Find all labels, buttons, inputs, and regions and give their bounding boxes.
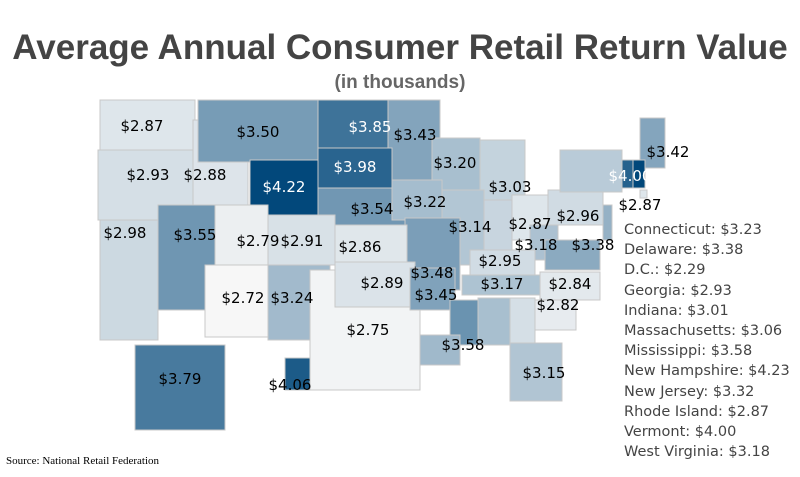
state-ok bbox=[334, 261, 416, 308]
state-label-ne: $3.54 bbox=[351, 200, 394, 218]
state-label-nd: $3.85 bbox=[349, 118, 392, 136]
state-label-ky: $2.95 bbox=[479, 252, 522, 270]
state-label-wi: $3.20 bbox=[434, 154, 477, 172]
list-item: D.C.: $2.29 bbox=[624, 262, 706, 279]
state-label-id: $2.88 bbox=[184, 166, 227, 184]
state-va bbox=[544, 239, 601, 271]
state-ia bbox=[391, 179, 443, 221]
state-ar bbox=[409, 267, 456, 311]
state-label-ms: $3.58 bbox=[442, 336, 485, 354]
state-label-co: $2.91 bbox=[281, 232, 324, 250]
state-label-sd: $3.98 bbox=[334, 158, 377, 176]
map-subtitle: (in thousands) bbox=[334, 72, 466, 93]
state-sd bbox=[317, 147, 393, 189]
state-wa bbox=[99, 99, 196, 151]
state-label-ak: $3.79 bbox=[159, 370, 202, 388]
map-title: Average Annual Consumer Retail Return Va… bbox=[12, 28, 788, 67]
state-la bbox=[419, 334, 461, 366]
state-label-wv: $3.18 bbox=[515, 236, 558, 254]
state-label-tn: $3.17 bbox=[481, 275, 524, 293]
state-label-ia: $3.22 bbox=[404, 193, 447, 211]
list-item: Rhode Island: $2.87 bbox=[624, 403, 770, 420]
list-item: West Virginia: $3.18 bbox=[624, 444, 770, 461]
list-item: Vermont: $4.00 bbox=[624, 424, 737, 441]
small-states-list: Connecticut: $3.23 Delaware: $3.38 D.C.:… bbox=[624, 220, 790, 462]
state-label-wa: $2.87 bbox=[121, 117, 164, 135]
list-item: Delaware: $3.38 bbox=[624, 242, 744, 259]
state-label-tx: $2.75 bbox=[347, 321, 390, 339]
state-label-az: $2.72 bbox=[222, 289, 265, 307]
state-label-il: $3.14 bbox=[449, 218, 492, 236]
state-label-sc: $2.82 bbox=[537, 296, 580, 314]
state-nh bbox=[632, 159, 646, 189]
state-al bbox=[477, 297, 511, 346]
state-nj bbox=[602, 204, 613, 241]
state-ut bbox=[214, 204, 269, 266]
state-label-mn: $3.43 bbox=[394, 126, 437, 144]
state-in bbox=[483, 199, 513, 251]
list-item: Georgia: $2.93 bbox=[624, 282, 732, 299]
state-label-ri: $2.87 bbox=[619, 196, 662, 214]
state-label-nm: $3.24 bbox=[271, 289, 314, 307]
state-pa bbox=[547, 189, 604, 226]
list-item: New Hampshire: $4.23 bbox=[624, 363, 790, 380]
state-hi bbox=[284, 357, 311, 391]
list-item: Indiana: $3.01 bbox=[624, 302, 729, 319]
source-note: Source: National Retail Federation bbox=[6, 455, 160, 467]
list-item: New Jersey: $3.32 bbox=[624, 383, 755, 400]
state-label-me: $3.42 bbox=[647, 143, 690, 161]
state-ga bbox=[509, 297, 536, 344]
state-label-vt: $4.00 bbox=[609, 167, 652, 185]
state-label-ar: $3.45 bbox=[415, 286, 458, 304]
state-label-mi: $3.03 bbox=[489, 178, 532, 196]
state-co bbox=[267, 214, 336, 266]
state-label-oh: $2.87 bbox=[509, 215, 552, 233]
state-ks bbox=[334, 224, 408, 264]
state-ky bbox=[469, 249, 536, 276]
state-ca bbox=[99, 219, 159, 341]
list-item: Massachusetts: $3.06 bbox=[624, 323, 783, 340]
state-label-hi: $4.06 bbox=[269, 376, 312, 394]
state-sc bbox=[527, 299, 577, 331]
list-item: Mississippi: $3.58 bbox=[624, 343, 753, 360]
state-label-wy: $4.22 bbox=[263, 178, 306, 196]
state-label-fl: $3.15 bbox=[523, 364, 566, 382]
state-ny bbox=[559, 149, 623, 193]
state-label-ok: $2.89 bbox=[361, 274, 404, 292]
state-ak bbox=[134, 344, 226, 431]
state-label-mo: $3.48 bbox=[411, 264, 454, 282]
state-label-ca: $2.98 bbox=[104, 224, 147, 242]
state-label-mt: $3.50 bbox=[237, 123, 280, 141]
state-label-va: $3.38 bbox=[572, 236, 615, 254]
state-label-or: $2.93 bbox=[127, 166, 170, 184]
state-label-ks: $2.86 bbox=[339, 238, 382, 256]
state-label-ut: $2.79 bbox=[237, 232, 280, 250]
state-label-pa: $2.96 bbox=[557, 207, 600, 225]
state-label-nc: $2.84 bbox=[549, 275, 592, 293]
state-ri bbox=[639, 189, 648, 199]
state-az bbox=[204, 264, 269, 338]
state-fl bbox=[509, 342, 563, 402]
state-label-nv: $3.55 bbox=[174, 226, 217, 244]
list-item: Connecticut: $3.23 bbox=[624, 222, 762, 238]
